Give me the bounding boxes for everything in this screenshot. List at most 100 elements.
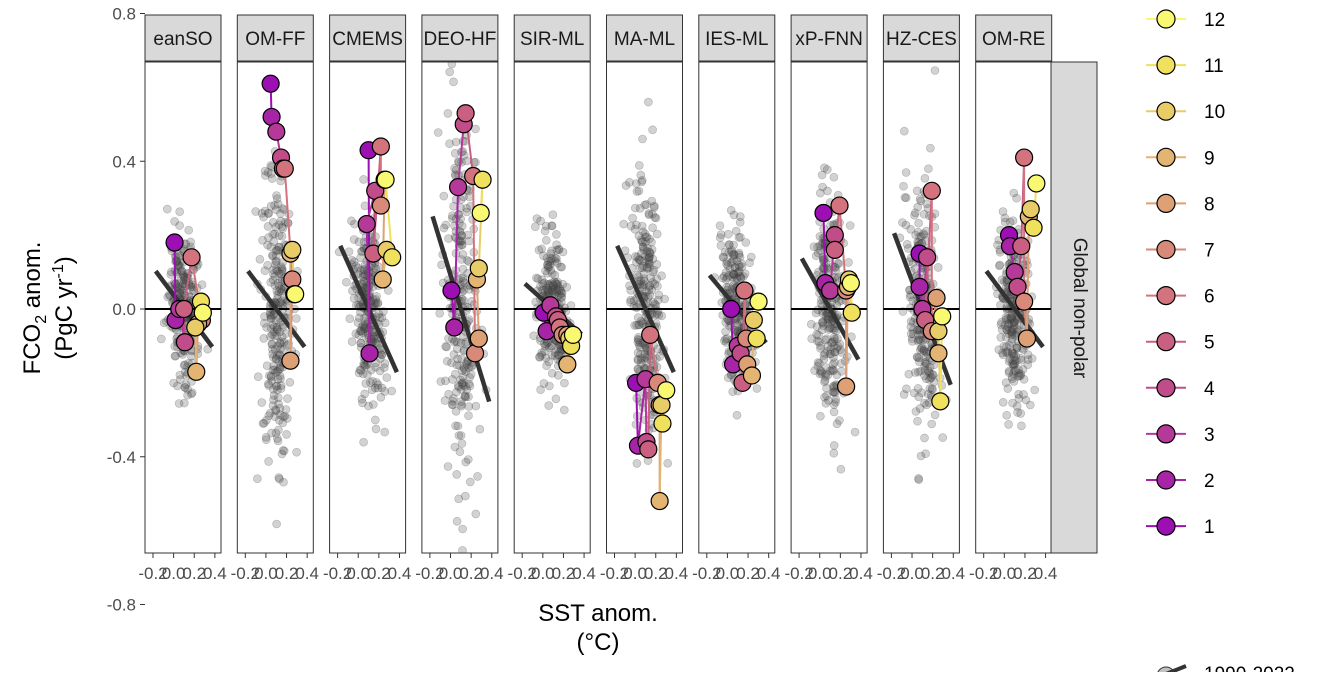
background-point (264, 457, 273, 466)
background-point (914, 330, 923, 340)
background-point (635, 263, 645, 273)
background-point (537, 275, 547, 285)
background-point (629, 296, 639, 306)
background-point (914, 392, 924, 402)
background-point (915, 334, 925, 344)
background-point (552, 285, 562, 295)
background-point (461, 457, 471, 467)
month-point-5 (174, 299, 194, 319)
background-point (637, 353, 647, 363)
background-point (451, 336, 460, 346)
background-point (266, 201, 276, 211)
background-point (638, 318, 647, 328)
background-point (275, 327, 285, 337)
background-point (926, 143, 935, 153)
background-point (537, 285, 547, 295)
background-point (255, 254, 265, 264)
panel-strip-label: SIR-ML (520, 29, 584, 50)
background-point (540, 341, 550, 351)
background-point (819, 354, 829, 364)
background-point (917, 388, 927, 398)
background-point (645, 249, 655, 259)
panel-plot-area (329, 137, 406, 447)
background-point (637, 237, 647, 246)
background-point (831, 394, 841, 404)
background-point (644, 252, 654, 262)
background-point (175, 221, 184, 230)
background-point (452, 337, 462, 347)
background-point (456, 273, 466, 283)
background-point (551, 284, 561, 294)
background-point (1012, 356, 1021, 366)
panel-cmems: CMEMS -0.20.00.20.4 (323, 14, 411, 583)
background-point (830, 358, 839, 367)
background-point (544, 257, 553, 266)
x-tick-label: -0.2 (508, 564, 537, 583)
background-point (921, 352, 931, 362)
background-point (1014, 368, 1024, 378)
background-point (823, 319, 833, 328)
background-point (271, 406, 281, 416)
background-point (554, 285, 564, 295)
background-point (271, 222, 281, 232)
panel-xp-fnn: xP-FNN -0.20.00.20.4 (784, 14, 873, 583)
background-point (630, 225, 640, 234)
y-title-post: ) (51, 256, 78, 264)
background-point (372, 378, 381, 387)
background-point (547, 350, 557, 360)
background-point (355, 365, 365, 375)
background-point (927, 372, 936, 382)
background-point (458, 546, 467, 553)
background-point (1014, 365, 1023, 374)
background-point (914, 474, 923, 483)
background-point (276, 344, 285, 354)
legend-label: 2 (1204, 471, 1215, 492)
background-point (835, 416, 844, 425)
background-point (456, 338, 466, 348)
background-point (651, 213, 661, 223)
background-point (722, 282, 731, 292)
background-point (828, 324, 837, 333)
background-point (553, 280, 562, 289)
background-point (467, 362, 477, 371)
background-point (728, 387, 738, 397)
x-tick-label: 0.0 (162, 564, 186, 583)
legend-label: 5 (1204, 333, 1215, 354)
background-point (632, 187, 642, 196)
background-point (834, 297, 844, 306)
background-point (371, 424, 381, 434)
background-point (716, 241, 726, 250)
background-point (540, 287, 550, 297)
background-point (1004, 319, 1014, 329)
background-point (825, 349, 835, 359)
background-point (456, 431, 466, 440)
background-point (735, 212, 745, 221)
background-point (641, 237, 650, 247)
y-title-sub: 2 (33, 315, 50, 324)
background-point (271, 251, 281, 260)
background-point (824, 315, 834, 324)
background-point (913, 227, 923, 237)
background-point (274, 220, 284, 229)
background-point (377, 383, 387, 393)
background-point (634, 161, 644, 170)
month-point-8 (837, 377, 856, 396)
month-segment (1025, 216, 1030, 339)
background-point (373, 383, 383, 393)
month-segment (636, 379, 647, 446)
background-point (718, 273, 728, 283)
background-point (458, 264, 468, 274)
background-point (263, 240, 272, 250)
background-point (644, 253, 653, 263)
x-tick-label: 0.4 (572, 564, 596, 583)
background-point (447, 400, 457, 409)
background-point (272, 194, 282, 203)
background-point (1003, 314, 1013, 323)
background-point (548, 280, 558, 289)
background-point (640, 200, 650, 210)
background-point (273, 385, 282, 395)
x-tick-label: 0.4 (757, 564, 781, 583)
background-point (1009, 188, 1019, 198)
background-point (262, 323, 271, 332)
y-title-base: FCO (19, 324, 46, 375)
